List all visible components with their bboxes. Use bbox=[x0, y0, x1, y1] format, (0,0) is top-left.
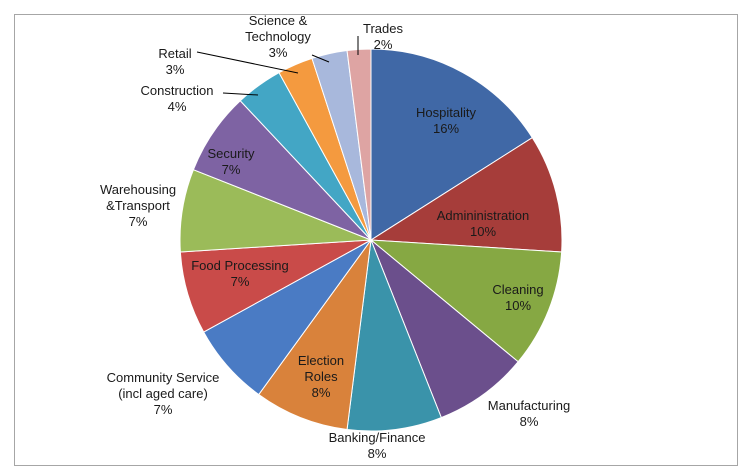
slice-label: Trades 2% bbox=[363, 21, 403, 52]
slice-label: Security 7% bbox=[208, 146, 255, 177]
slice-label-line: Retail bbox=[158, 46, 191, 61]
pie-slice-hospitality bbox=[370, 48, 533, 241]
slice-label: Science & Technology 3% bbox=[245, 13, 311, 60]
pie-slice-trades bbox=[346, 48, 372, 241]
slice-label-line: Technology bbox=[245, 29, 311, 44]
slice-label-line: 8% bbox=[312, 385, 331, 400]
slice-label: Banking/Finance 8% bbox=[329, 430, 426, 461]
slice-label-line: Construction bbox=[141, 83, 214, 98]
slice-label-line: Banking/Finance bbox=[329, 430, 426, 445]
leader-line bbox=[311, 54, 330, 63]
slice-label-line: Roles bbox=[304, 369, 338, 384]
slice-label-line: Science & bbox=[249, 13, 308, 28]
slice-label-line: &Transport bbox=[106, 198, 170, 213]
slice-label: Hospitality 16% bbox=[416, 105, 476, 136]
pie-slice-cleaning bbox=[369, 239, 563, 363]
slice-label-line: Cleaning bbox=[492, 282, 543, 297]
slice-label: Construction 4% bbox=[141, 83, 214, 114]
slice-label-line: 10% bbox=[505, 298, 531, 313]
pie-slice-manufacturing bbox=[370, 239, 519, 419]
leader-lines bbox=[196, 36, 359, 96]
slice-label-line: 7% bbox=[231, 274, 250, 289]
slice-label-line: Community Service bbox=[107, 370, 220, 385]
slice-label-line: Manufacturing bbox=[488, 398, 570, 413]
slice-label-line: 10% bbox=[470, 224, 496, 239]
slice-label-line: 8% bbox=[520, 414, 539, 429]
slice-label-line: 8% bbox=[368, 446, 387, 461]
slice-label-line: 3% bbox=[269, 45, 288, 60]
slice-label-line: Security bbox=[208, 146, 255, 161]
slice-label-line: 16% bbox=[433, 121, 459, 136]
slice-label-line: Trades bbox=[363, 21, 403, 36]
slice-label-line: 4% bbox=[168, 99, 187, 114]
leader-line bbox=[196, 51, 299, 74]
slice-label-line: (incl aged care) bbox=[118, 386, 208, 401]
slice-label-line: 3% bbox=[166, 62, 185, 77]
slice-label: Cleaning 10% bbox=[492, 282, 543, 313]
slice-label-line: Food Processing bbox=[191, 258, 289, 273]
pie-slices bbox=[179, 48, 563, 432]
pie-slice-election bbox=[258, 239, 372, 431]
slice-label-line: Warehousing bbox=[100, 182, 176, 197]
slice-label-line: 7% bbox=[154, 402, 173, 417]
slice-label-line: 2% bbox=[374, 37, 393, 52]
slice-label: Warehousing &Transport 7% bbox=[100, 182, 176, 229]
slice-label: Election Roles 8% bbox=[298, 353, 344, 400]
pie-slice-banking-finance bbox=[346, 239, 442, 432]
slice-label: Community Service (incl aged care) 7% bbox=[107, 370, 220, 417]
leader-line bbox=[222, 92, 259, 96]
slice-labels: Hospitality 16%Admininistration 10%Cleanin… bbox=[100, 13, 570, 461]
slice-label-line: 7% bbox=[129, 214, 148, 229]
pie-slice-admininistration bbox=[369, 136, 563, 253]
slice-label-line: Admininistration bbox=[437, 208, 530, 223]
slice-label-line: Election bbox=[298, 353, 344, 368]
slice-label: Retail 3% bbox=[158, 46, 191, 77]
slice-label: Admininistration 10% bbox=[437, 208, 530, 239]
slice-label: Food Processing 7% bbox=[191, 258, 289, 289]
slice-label-line: Hospitality bbox=[416, 105, 476, 120]
slice-label-line: 7% bbox=[222, 162, 241, 177]
slice-label: Manufacturing 8% bbox=[488, 398, 570, 429]
